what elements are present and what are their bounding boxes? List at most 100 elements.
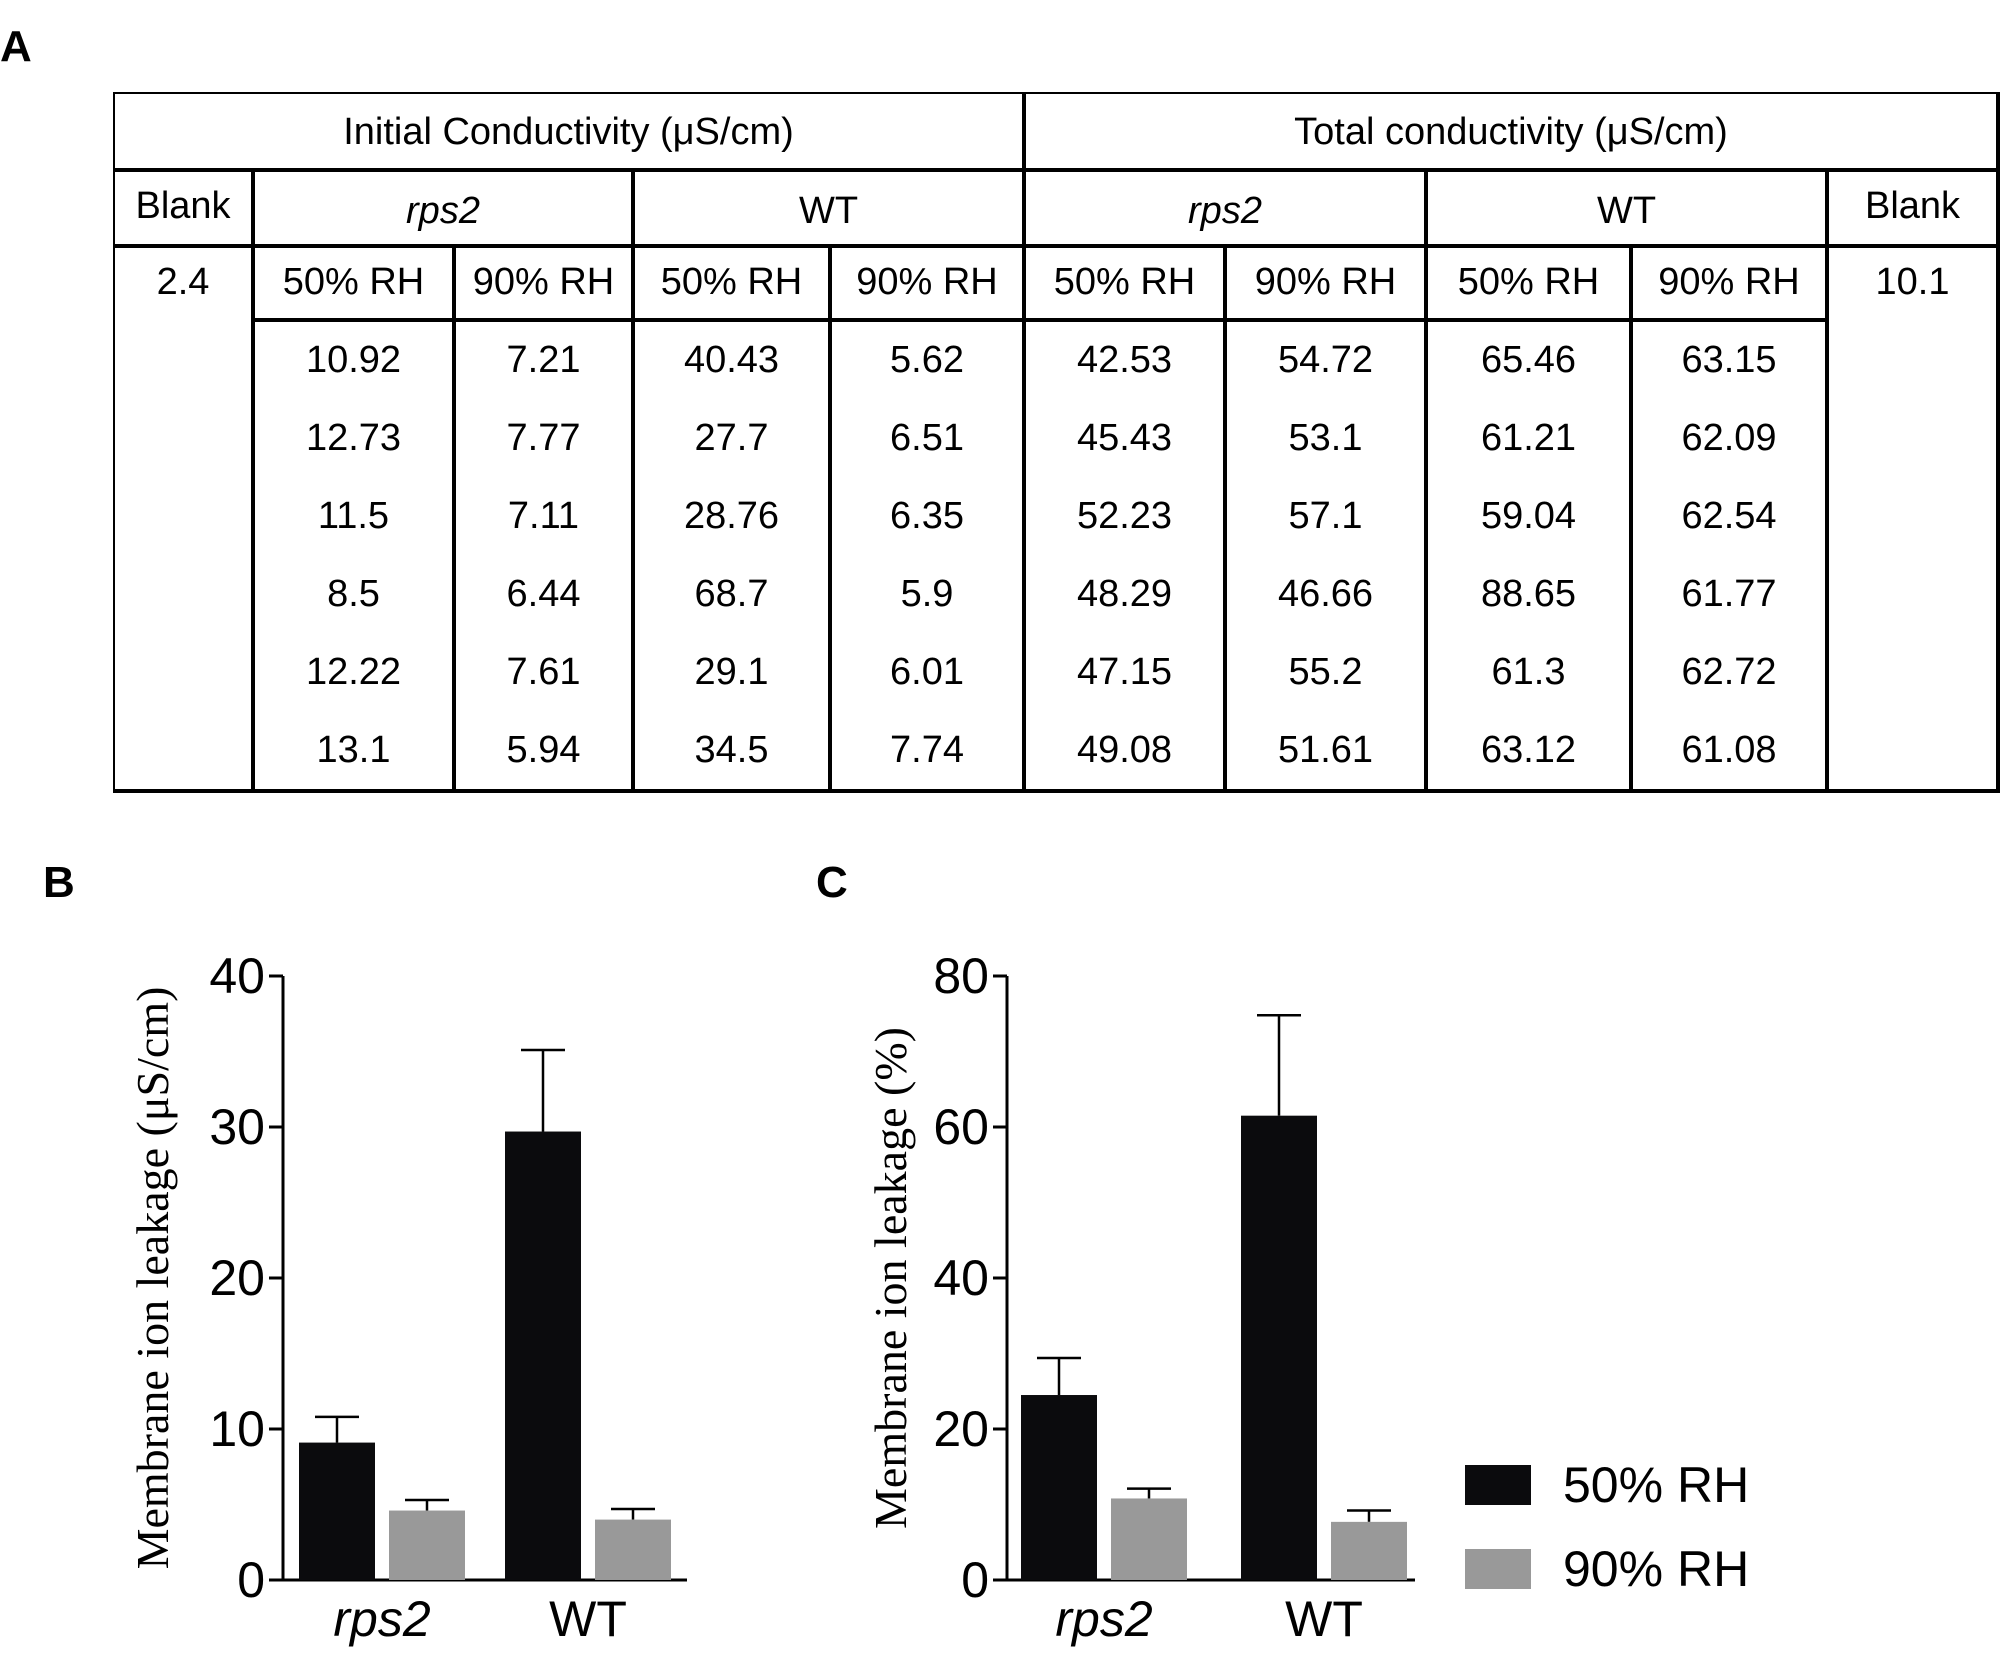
x-category-label: WT [1285, 1591, 1363, 1647]
table-cell: 7.11 [508, 495, 579, 537]
y-tick-label: 80 [933, 948, 989, 1004]
table-header-condition: 90% RH [856, 261, 998, 303]
table-cell: 59.04 [1481, 495, 1576, 537]
table-cell: 29.1 [695, 651, 769, 693]
table-header-condition: 50% RH [661, 261, 803, 303]
legend-label: 90% RH [1563, 1541, 1749, 1597]
table-cell: 62.54 [1681, 495, 1776, 537]
table-cell: 62.72 [1681, 651, 1776, 693]
table-cell: 55.2 [1289, 651, 1363, 693]
table-cell: 7.74 [890, 729, 964, 771]
table-header-genotype: rps2 [406, 190, 480, 232]
table-header-condition: 50% RH [283, 261, 425, 303]
table-cell: 13.1 [317, 729, 391, 771]
table-header-condition: 50% RH [1054, 261, 1196, 303]
bar-rh90-rps2 [1111, 1498, 1187, 1580]
table-header-genotype: rps2 [1188, 190, 1262, 232]
y-tick-label: 40 [933, 1250, 989, 1306]
table-cell: 42.53 [1077, 339, 1172, 381]
y-tick-label: 0 [237, 1552, 265, 1608]
conductivity-table: Initial Conductivity (μS/cm) Total conduc… [113, 92, 2000, 793]
table-cell: 27.7 [695, 417, 769, 459]
table-header-initial: Initial Conductivity (μS/cm) [343, 111, 794, 153]
y-tick-label: 40 [209, 948, 265, 1004]
table-cell: 47.15 [1077, 651, 1172, 693]
table-cell: 61.3 [1492, 651, 1566, 693]
y-tick-label: 60 [933, 1099, 989, 1155]
panel-label-a: A [0, 22, 32, 71]
table-cell: 48.29 [1077, 573, 1172, 615]
table-cell: 65.46 [1481, 339, 1576, 381]
table-cell: 11.5 [318, 495, 389, 537]
y-tick-label: 30 [209, 1099, 265, 1155]
table-header-condition: 50% RH [1458, 261, 1600, 303]
table-cell: 7.61 [507, 651, 581, 693]
table-cell: 63.12 [1481, 729, 1576, 771]
chart-ion-leakage-percent: 0 20 40 60 80 Membrane ion leakage (%) rps2 WT [865, 948, 1415, 1647]
y-tick-label: 0 [961, 1552, 989, 1608]
table-header-blank-initial: Blank [135, 185, 231, 227]
table-cell: 5.9 [901, 573, 954, 615]
y-axis-title: Membrane ion leakage (μS/cm) [127, 987, 178, 1570]
table-cell: 34.5 [695, 729, 769, 771]
table-header-genotype: WT [1597, 190, 1656, 232]
table-cell: 57.1 [1289, 495, 1363, 537]
table-cell: 5.94 [507, 729, 581, 771]
x-category-label: rps2 [1055, 1591, 1152, 1647]
table-cell: 5.62 [890, 339, 964, 381]
legend-label: 50% RH [1563, 1457, 1749, 1513]
y-tick-label: 10 [209, 1401, 265, 1457]
table-cell: 12.73 [306, 417, 401, 459]
panel-label-b: B [43, 858, 75, 907]
table-cell: 40.43 [684, 339, 779, 381]
y-axis-title: Membrane ion leakage (%) [865, 1027, 916, 1529]
table-cell: 61.77 [1681, 573, 1776, 615]
y-tick-label: 20 [209, 1250, 265, 1306]
bar-rh90-rps2 [389, 1510, 465, 1580]
table-cell: 61.08 [1681, 729, 1776, 771]
y-tick-label: 20 [933, 1401, 989, 1457]
panel-label-c: C [816, 858, 848, 907]
table-cell: 6.35 [890, 495, 964, 537]
bar-rh50-rps2 [299, 1442, 375, 1580]
legend-swatch-rh90 [1465, 1549, 1531, 1589]
table-cell: 45.43 [1077, 417, 1172, 459]
table-header-condition: 90% RH [1255, 261, 1397, 303]
legend-swatch-rh50 [1465, 1465, 1531, 1505]
table-cell: 6.44 [507, 573, 581, 615]
chart-ion-leakage-uscm: 0 10 20 30 40 Membrane ion leakage (μS/cm) rps… [127, 948, 687, 1647]
table-cell: 6.51 [890, 417, 964, 459]
table-cell: 6.01 [890, 651, 964, 693]
bar-rh50-rps2 [1021, 1395, 1097, 1580]
bar-rh90-wt [595, 1519, 671, 1580]
table-cell-blank-initial: 2.4 [157, 261, 210, 303]
table-cell: 10.92 [306, 339, 401, 381]
table-header-condition: 90% RH [1658, 261, 1800, 303]
x-category-label: rps2 [333, 1591, 430, 1647]
table-cell: 12.22 [306, 651, 401, 693]
legend: 50% RH 90% RH [1465, 1457, 1749, 1597]
table-cell: 8.5 [327, 573, 380, 615]
x-category-label: WT [549, 1591, 627, 1647]
table-cell: 62.09 [1681, 417, 1776, 459]
table-cell: 7.21 [507, 339, 581, 381]
table-cell-blank-total: 10.1 [1876, 261, 1950, 303]
table-cell: 88.65 [1481, 573, 1576, 615]
table-cell: 46.66 [1278, 573, 1373, 615]
table-cell: 7.77 [507, 417, 581, 459]
bar-rh50-wt [1241, 1115, 1317, 1580]
table-cell: 63.15 [1681, 339, 1776, 381]
bar-rh50-wt [505, 1131, 581, 1580]
table-cell: 28.76 [684, 495, 779, 537]
table-cell: 68.7 [695, 573, 769, 615]
table-cell: 52.23 [1077, 495, 1172, 537]
table-header-blank-total: Blank [1865, 185, 1961, 227]
table-cell: 61.21 [1481, 417, 1576, 459]
table-cell: 51.61 [1278, 729, 1373, 771]
table-header-genotype: WT [799, 190, 858, 232]
table-cell: 49.08 [1077, 729, 1172, 771]
table-header-total: Total conductivity (μS/cm) [1294, 111, 1728, 153]
table-cell: 53.1 [1289, 417, 1363, 459]
table-cell: 54.72 [1278, 339, 1373, 381]
bar-rh90-wt [1331, 1521, 1407, 1580]
